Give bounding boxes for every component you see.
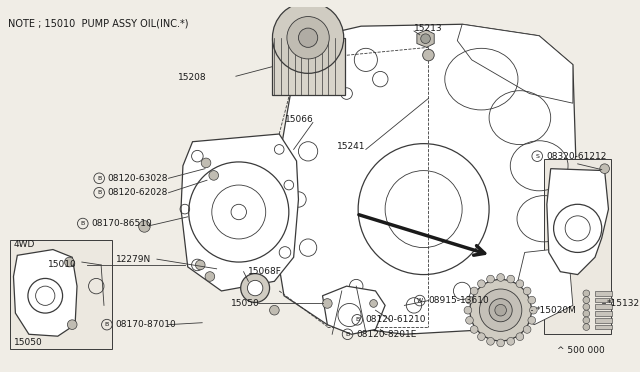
Circle shape <box>583 324 589 330</box>
Circle shape <box>497 339 504 347</box>
Circle shape <box>477 333 485 340</box>
Text: B: B <box>355 317 359 322</box>
Polygon shape <box>458 24 573 103</box>
Circle shape <box>470 326 478 333</box>
Text: B: B <box>81 221 85 226</box>
Circle shape <box>486 337 494 345</box>
Circle shape <box>583 304 589 310</box>
Text: ^ 500 000: ^ 500 000 <box>557 346 605 356</box>
Circle shape <box>524 326 531 333</box>
Text: 4WD: 4WD <box>13 240 35 249</box>
Bar <box>544 159 611 334</box>
Text: 15213: 15213 <box>414 23 443 33</box>
Text: 15010: 15010 <box>48 260 77 269</box>
Text: 08915-13610: 08915-13610 <box>428 296 489 305</box>
Polygon shape <box>547 169 609 275</box>
Circle shape <box>269 305 279 315</box>
Circle shape <box>287 16 329 59</box>
Bar <box>595 298 612 302</box>
Circle shape <box>583 297 589 304</box>
Text: 15050: 15050 <box>231 299 260 308</box>
Text: S: S <box>535 154 539 158</box>
Circle shape <box>477 280 485 288</box>
Circle shape <box>507 337 515 345</box>
Text: 15068F: 15068F <box>248 267 282 276</box>
Text: *15132: *15132 <box>607 299 639 308</box>
Circle shape <box>600 164 609 173</box>
Circle shape <box>209 171 218 180</box>
Text: 08120-63028: 08120-63028 <box>108 174 168 183</box>
Bar <box>273 38 345 96</box>
Text: *15020M: *15020M <box>535 306 576 315</box>
Circle shape <box>470 279 531 341</box>
Circle shape <box>529 307 537 314</box>
Text: 08120-8201E: 08120-8201E <box>356 330 417 339</box>
Circle shape <box>273 2 344 73</box>
Text: 15208: 15208 <box>178 73 207 82</box>
Circle shape <box>205 272 214 281</box>
Text: B: B <box>97 190 101 195</box>
Circle shape <box>370 299 378 307</box>
Circle shape <box>528 317 536 324</box>
Circle shape <box>201 158 211 168</box>
Circle shape <box>241 274 269 302</box>
Circle shape <box>507 275 515 283</box>
Circle shape <box>466 296 474 304</box>
Circle shape <box>486 275 494 283</box>
Text: 12279N: 12279N <box>116 255 151 264</box>
Bar <box>595 291 612 296</box>
Circle shape <box>497 274 504 281</box>
Bar <box>595 318 612 323</box>
Circle shape <box>479 289 522 331</box>
Circle shape <box>323 299 332 308</box>
Text: 15050: 15050 <box>13 339 42 347</box>
Circle shape <box>470 287 478 295</box>
Polygon shape <box>417 30 434 47</box>
Circle shape <box>524 287 531 295</box>
Polygon shape <box>275 24 576 334</box>
Circle shape <box>466 317 474 324</box>
Text: 08120-62028: 08120-62028 <box>108 188 168 197</box>
Circle shape <box>298 28 317 47</box>
Circle shape <box>583 317 589 324</box>
Circle shape <box>248 280 263 296</box>
Bar <box>595 325 612 330</box>
Circle shape <box>67 320 77 330</box>
Circle shape <box>422 49 434 61</box>
Circle shape <box>489 299 512 322</box>
Text: W: W <box>417 298 423 303</box>
Circle shape <box>495 304 506 316</box>
Circle shape <box>516 280 524 288</box>
Circle shape <box>528 296 536 304</box>
Circle shape <box>195 260 205 270</box>
Polygon shape <box>323 286 385 334</box>
Bar <box>10 240 112 349</box>
Bar <box>595 304 612 309</box>
Text: B: B <box>105 322 109 327</box>
Polygon shape <box>510 248 573 325</box>
Text: 15066: 15066 <box>285 115 314 124</box>
Text: 08170-86510: 08170-86510 <box>92 219 152 228</box>
Text: 08170-87010: 08170-87010 <box>116 320 176 329</box>
Circle shape <box>139 221 150 232</box>
Circle shape <box>516 333 524 340</box>
Circle shape <box>583 310 589 317</box>
Text: 08120-61210: 08120-61210 <box>366 315 426 324</box>
Text: B: B <box>97 176 101 181</box>
Text: B: B <box>346 332 349 337</box>
Text: 15241: 15241 <box>337 142 365 151</box>
Text: 08320-61212: 08320-61212 <box>546 152 606 161</box>
Circle shape <box>65 257 74 267</box>
Text: NOTE ; 15010  PUMP ASSY OIL(INC.*): NOTE ; 15010 PUMP ASSY OIL(INC.*) <box>8 19 188 29</box>
Bar <box>595 311 612 316</box>
Polygon shape <box>181 134 298 291</box>
Circle shape <box>583 290 589 297</box>
Circle shape <box>420 34 430 44</box>
Polygon shape <box>13 250 77 336</box>
Circle shape <box>464 307 472 314</box>
